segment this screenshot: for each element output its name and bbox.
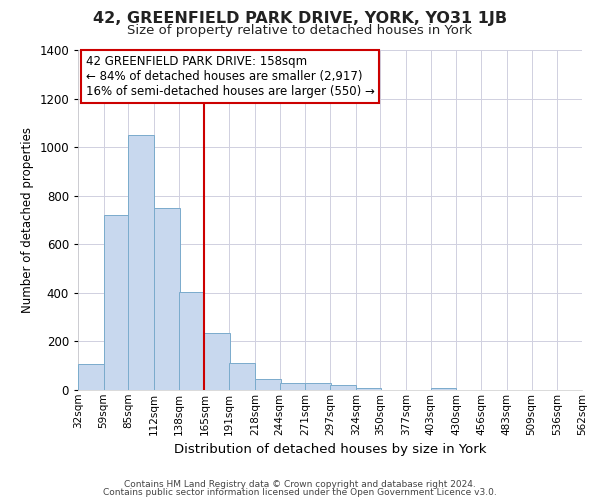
Text: Contains HM Land Registry data © Crown copyright and database right 2024.: Contains HM Land Registry data © Crown c… — [124, 480, 476, 489]
Text: 42, GREENFIELD PARK DRIVE, YORK, YO31 1JB: 42, GREENFIELD PARK DRIVE, YORK, YO31 1J… — [93, 11, 507, 26]
Bar — [280, 383, 305, 390]
Bar — [128, 134, 154, 390]
Bar — [205, 332, 230, 390]
Bar — [356, 388, 382, 390]
Y-axis label: Number of detached properties: Number of detached properties — [20, 127, 34, 313]
Text: Contains public sector information licensed under the Open Government Licence v3: Contains public sector information licen… — [103, 488, 497, 497]
Bar — [154, 208, 180, 390]
Bar — [78, 364, 104, 390]
Bar — [229, 363, 255, 390]
Text: 42 GREENFIELD PARK DRIVE: 158sqm
← 84% of detached houses are smaller (2,917)
16: 42 GREENFIELD PARK DRIVE: 158sqm ← 84% o… — [86, 55, 374, 98]
Bar — [179, 292, 205, 390]
Bar — [255, 378, 281, 390]
Bar — [305, 382, 331, 390]
Bar — [431, 388, 457, 390]
Bar — [104, 214, 130, 390]
X-axis label: Distribution of detached houses by size in York: Distribution of detached houses by size … — [174, 443, 486, 456]
Text: Size of property relative to detached houses in York: Size of property relative to detached ho… — [127, 24, 473, 37]
Bar — [330, 385, 356, 390]
